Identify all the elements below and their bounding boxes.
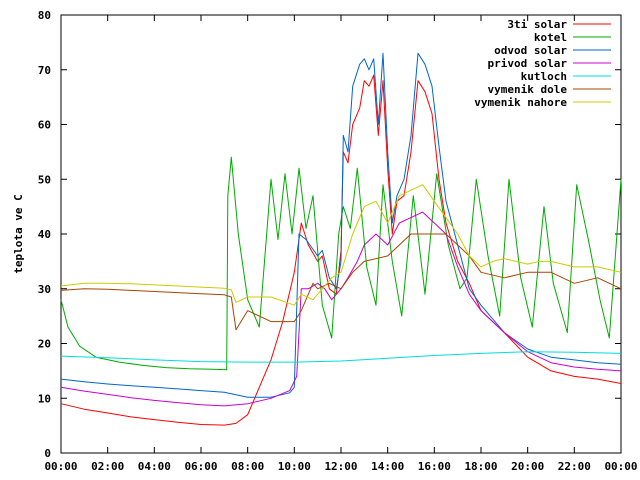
series-line-vymenik-nahore: [60, 184, 622, 306]
legend-label: kotel: [534, 31, 567, 44]
x-tick-label: 22:00: [558, 460, 591, 473]
legend-label: kutloch: [521, 70, 567, 83]
y-tick-label: 80: [38, 9, 51, 22]
legend-label: privod solar: [488, 57, 568, 70]
y-tick-label: 40: [38, 228, 51, 241]
y-tick-label: 70: [38, 64, 51, 77]
y-axis-title: teplota ve C: [12, 194, 25, 273]
x-tick-label: 06:00: [184, 460, 217, 473]
axis-tick-labels: 0 10 20 30 40 50 60 70 80 00:00 02:00 04:00 06:00 08:…: [38, 9, 638, 473]
x-tick-label: 18:00: [464, 460, 497, 473]
series-line-kutloch: [60, 351, 622, 363]
x-tick-label: 08:00: [231, 460, 264, 473]
y-tick-label: 50: [38, 173, 51, 186]
x-tick-label: 20:00: [511, 460, 544, 473]
axis-ticks: [60, 14, 622, 454]
x-tick-label: 12:00: [324, 460, 357, 473]
series-line-vymenik-dole: [60, 233, 622, 331]
y-tick-label: 10: [38, 392, 51, 405]
x-tick-label: 00:00: [604, 460, 637, 473]
series-lines: [60, 52, 622, 426]
legend-label: 3ti solar: [507, 18, 567, 31]
x-tick-label: 14:00: [371, 460, 404, 473]
y-tick-label: 20: [38, 338, 51, 351]
legend-label: odvod solar: [494, 44, 567, 57]
x-tick-label: 10:00: [278, 460, 311, 473]
x-tick-label: 02:00: [91, 460, 124, 473]
y-tick-label: 60: [38, 119, 51, 132]
x-tick-label: 16:00: [418, 460, 451, 473]
series-line-odvod-solar: [60, 52, 622, 398]
x-tick-label: 04:00: [138, 460, 171, 473]
legend-label: vymenik dole: [488, 83, 568, 96]
x-tick-label: 00:00: [44, 460, 77, 473]
y-tick-label: 30: [38, 283, 51, 296]
series-line-3ti-solar: [60, 74, 622, 426]
series-line-kotel: [60, 156, 622, 371]
series-line-privod-solar: [60, 211, 622, 407]
legend-label: vymenik nahore: [474, 96, 567, 109]
y-tick-label: 0: [44, 447, 51, 460]
